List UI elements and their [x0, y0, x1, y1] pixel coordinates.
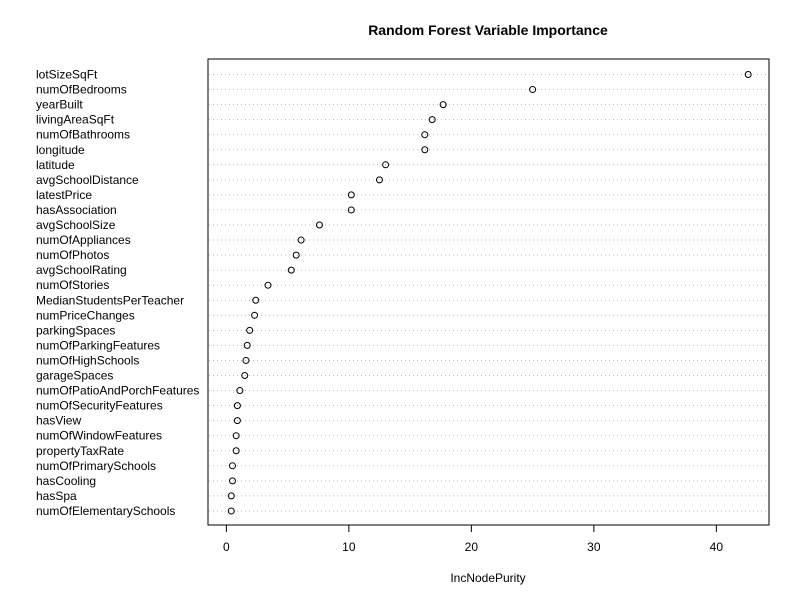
variable-label: avgSchoolDistance	[36, 173, 139, 187]
variable-label: numOfHighSchools	[36, 353, 139, 367]
importance-point	[236, 387, 244, 395]
variable-label: hasSpa	[36, 489, 77, 503]
importance-point	[264, 281, 272, 289]
chart-title: Random Forest Variable Importance	[368, 22, 608, 38]
importance-point	[382, 161, 390, 169]
importance-point	[232, 432, 240, 440]
variable-label: garageSpaces	[36, 369, 113, 383]
variable-label: latitude	[36, 158, 75, 172]
x-axis-label: IncNodePurity	[450, 571, 525, 585]
x-tick-label: 10	[342, 540, 356, 554]
importance-point	[252, 296, 260, 304]
variable-label: numOfPhotos	[36, 248, 109, 262]
importance-point	[232, 447, 240, 455]
importance-point	[428, 116, 436, 124]
importance-point	[292, 251, 300, 259]
variable-label: numOfPrimarySchools	[36, 459, 156, 473]
variable-label: numOfAppliances	[36, 233, 131, 247]
importance-point	[227, 507, 235, 515]
x-tick-label: 30	[587, 540, 601, 554]
importance-point	[375, 176, 383, 184]
variable-label: numOfBedrooms	[36, 83, 127, 97]
variable-label: hasView	[36, 414, 81, 428]
importance-point	[347, 206, 355, 214]
importance-point	[347, 191, 355, 199]
importance-point	[744, 71, 752, 78]
importance-point	[241, 372, 249, 379]
variable-label: numPriceChanges	[36, 308, 135, 322]
variable-label: propertyTaxRate	[36, 444, 124, 458]
importance-point	[233, 417, 241, 425]
variable-label: numOfSecurityFeatures	[36, 399, 163, 413]
variable-label: parkingSpaces	[36, 323, 115, 337]
importance-point	[421, 146, 429, 154]
x-tick-label: 20	[465, 540, 479, 554]
variable-label: numOfStories	[36, 278, 109, 292]
importance-point	[297, 236, 305, 244]
variable-label: avgSchoolSize	[36, 218, 116, 232]
importance-point	[246, 326, 254, 334]
importance-point	[228, 462, 236, 470]
importance-point	[421, 131, 429, 139]
importance-point	[243, 341, 251, 349]
x-tick-label: 40	[710, 540, 724, 554]
variable-label: MedianStudentsPerTeacher	[36, 293, 184, 307]
importance-point	[233, 402, 241, 410]
variable-label: numOfBathrooms	[36, 128, 130, 142]
importance-point	[227, 492, 235, 500]
importance-point	[315, 221, 323, 229]
variable-label: lotSizeSqFt	[36, 68, 98, 82]
variable-label: numOfPatioAndPorchFeatures	[36, 384, 199, 398]
grid-lines	[209, 74, 768, 512]
importance-point	[529, 86, 537, 94]
variable-label: yearBuilt	[36, 98, 83, 112]
importance-point	[287, 266, 295, 274]
variable-label: longitude	[36, 143, 85, 157]
importance-point	[439, 101, 447, 109]
variable-label: hasAssociation	[36, 203, 117, 217]
variable-label: numOfParkingFeatures	[36, 338, 160, 352]
importance-points	[227, 71, 752, 515]
variable-label: avgSchoolRating	[36, 263, 127, 277]
variable-label: numOfWindowFeatures	[36, 429, 162, 443]
importance-point	[251, 311, 259, 319]
variable-labels: lotSizeSqFtnumOfBedroomsyearBuiltlivingA…	[36, 68, 199, 518]
x-tick-label: 0	[223, 540, 230, 554]
variable-label: latestPrice	[36, 188, 92, 202]
x-axis: 0 10 20 30 40	[223, 524, 724, 554]
importance-point	[228, 477, 236, 485]
variable-label: numOfElementarySchools	[36, 504, 175, 518]
variable-label: hasCooling	[36, 474, 96, 488]
plot-frame	[207, 58, 770, 526]
variable-label: livingAreaSqFt	[36, 113, 115, 127]
importance-point	[242, 356, 250, 364]
